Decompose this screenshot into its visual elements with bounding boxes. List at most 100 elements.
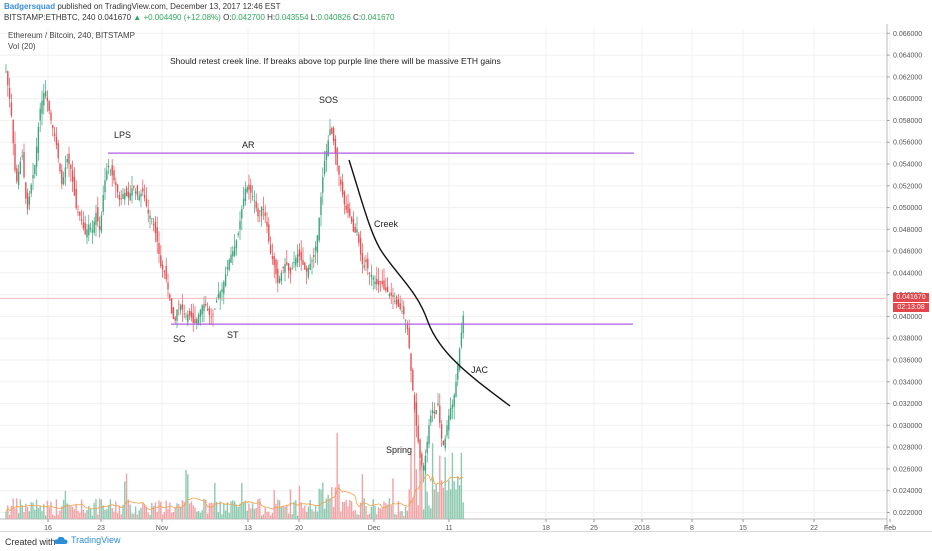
candle-body (307, 267, 310, 278)
volume-bar (295, 500, 297, 519)
candle-body (107, 165, 110, 168)
candle-body (401, 311, 403, 312)
volume-bar (302, 507, 304, 519)
candle-body (248, 184, 250, 190)
x-tick-label: 23 (97, 525, 105, 531)
candle-body (345, 205, 347, 210)
volume-bar (210, 502, 212, 519)
chart-area[interactable]: 0.066000 0.064000 0.062000 0.060000 0.058000… (0, 24, 932, 532)
volume-bar (239, 503, 241, 519)
volume-bar (93, 502, 95, 519)
volume-bar (313, 511, 315, 519)
candle-body (41, 100, 43, 114)
volume-bar (79, 512, 81, 519)
candle-body (305, 267, 308, 272)
candle-body (239, 221, 241, 230)
volume-bar (403, 515, 405, 519)
candle-body (140, 193, 142, 197)
candle-body (233, 246, 236, 256)
candle-body (426, 441, 428, 454)
volume-bar (383, 501, 385, 519)
volume-bar (350, 501, 353, 519)
candle-body (293, 262, 295, 264)
volume-bar (176, 503, 178, 519)
candle-body (433, 411, 436, 414)
candle-body (406, 323, 409, 330)
volume-series (5, 409, 464, 519)
close-label: C: (353, 13, 362, 22)
volume-bar (237, 506, 239, 519)
volume-bar (61, 506, 63, 519)
candle-body (296, 254, 299, 263)
candle-body (289, 268, 292, 274)
candle-body (320, 196, 322, 216)
ohlc-line: BITSTAMP:ETHBTC, 240 0.041670 ▲ +0.00449… (4, 13, 395, 22)
volume-bar (241, 482, 243, 519)
volume-bar (356, 514, 358, 519)
candle-body (143, 194, 146, 199)
candle-body (73, 176, 76, 196)
volume-bar (347, 506, 349, 519)
volume-bar (311, 509, 313, 519)
volume-bar (199, 512, 202, 519)
volume-bar (134, 506, 137, 519)
volume-bar (165, 500, 167, 519)
volume-bar (206, 513, 209, 519)
volume-bar (50, 501, 52, 519)
open-value: 0.042700 (231, 13, 265, 22)
price-chart[interactable]: 0.066000 0.064000 0.062000 0.060000 0.058000… (0, 24, 932, 532)
volume-bar (98, 498, 101, 519)
y-tick-label: 0.032000 (893, 401, 922, 408)
volume-bar (368, 513, 371, 519)
volume-bar (442, 487, 445, 519)
candle-body (106, 170, 108, 180)
volume-bar (334, 487, 337, 519)
author-name[interactable]: Badgersquad (4, 2, 56, 11)
volume-bar (192, 505, 194, 519)
candle-body (437, 403, 439, 406)
candle-body (428, 425, 430, 445)
candle-body (314, 246, 317, 251)
candle-body (124, 192, 126, 200)
candle-body (440, 424, 443, 439)
tradingview-logo[interactable]: TradingView (54, 535, 121, 545)
candle-body (188, 311, 191, 316)
volume-bar (343, 502, 346, 519)
volume-bar (158, 500, 160, 519)
candle-body (142, 188, 144, 192)
candle-body (415, 402, 418, 426)
volume-bar (316, 511, 319, 519)
candle-body (430, 415, 432, 423)
candle-body (336, 148, 338, 166)
volume-bar (453, 481, 455, 519)
candle-body (255, 201, 257, 209)
volume-bar (327, 494, 329, 519)
y-tick-label: 0.038000 (893, 336, 922, 343)
volume-bar (70, 506, 72, 519)
publication-header: Badgersquad published on TradingView.com… (0, 0, 932, 22)
candle-body (304, 262, 306, 270)
last-price-tag: 0.041670 (893, 293, 929, 303)
volume-bar (197, 511, 200, 519)
volume-bar (460, 453, 463, 519)
candle-body (341, 181, 344, 195)
x-tick-label: Dec (368, 525, 381, 531)
volume-bar (217, 512, 220, 519)
candle-body (316, 235, 319, 253)
y-tick-label: 0.064000 (893, 53, 922, 60)
candle-body (370, 274, 373, 278)
volume-bar (107, 505, 110, 519)
volume-bar (23, 511, 25, 519)
volume-bar (188, 503, 191, 519)
candle-body (206, 308, 209, 311)
volume-bar (399, 511, 401, 519)
candle-body (338, 165, 340, 175)
candle-body (451, 404, 454, 409)
candle-body (125, 187, 128, 197)
volume-bar (138, 510, 140, 519)
y-tick-label: 0.048000 (893, 227, 922, 234)
candle-body (327, 140, 329, 157)
candle-body (271, 256, 274, 259)
candle-body (250, 185, 252, 193)
volume-bar (215, 501, 218, 519)
